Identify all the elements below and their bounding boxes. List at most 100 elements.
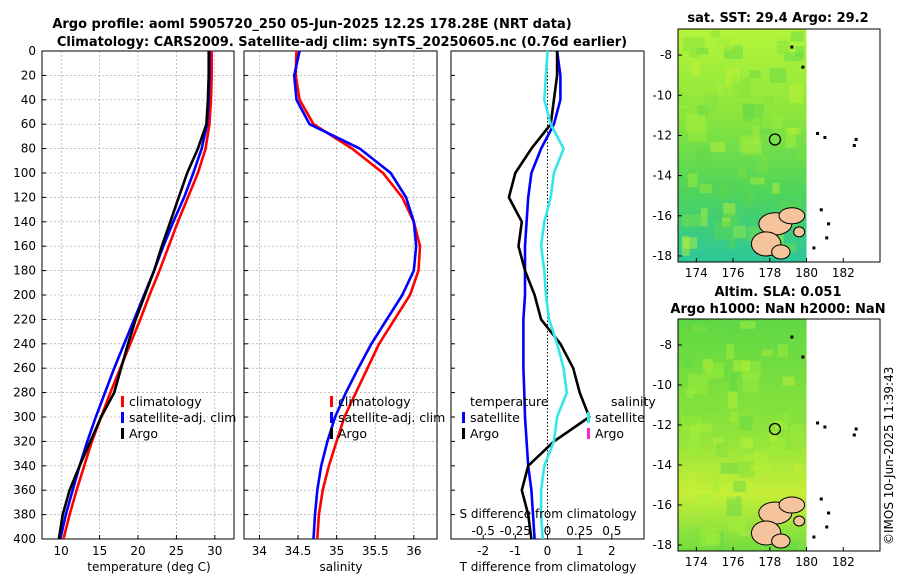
- temp-legend-sat: satellite-adj. clim: [129, 410, 236, 425]
- y-tick-label: 180: [13, 264, 36, 278]
- map-cell: [785, 437, 793, 450]
- map-cell: [743, 452, 760, 464]
- salinity-panel: 34 34.5 35 35.5 36: [243, 50, 438, 558]
- map-x-tick-label: 178: [758, 555, 781, 569]
- map-cell: [690, 427, 699, 440]
- diff-legend: temperature salinity satellite Argo sate…: [462, 394, 656, 441]
- map-cell: [716, 514, 726, 526]
- map-cell: [733, 481, 747, 493]
- map-cell: [710, 141, 726, 152]
- map-y-tick-label: -16: [652, 209, 672, 223]
- sst-title: sat. SST: 29.4 Argo: 29.2: [687, 11, 868, 26]
- reef-mark: [812, 535, 816, 539]
- x-tick-label: 1: [576, 544, 584, 558]
- map-cell: [720, 462, 739, 474]
- map-cell: [726, 38, 734, 47]
- map-cell: [774, 228, 784, 245]
- map-cell: [701, 208, 708, 227]
- map-cell: [738, 135, 760, 152]
- map-cell: [795, 152, 805, 162]
- map-cell: [733, 225, 747, 239]
- reef-mark: [852, 433, 856, 437]
- map-cell: [706, 362, 725, 379]
- map-cell: [679, 96, 690, 109]
- map-cell: [754, 451, 769, 471]
- y-tick-label: 400: [13, 532, 36, 546]
- y-tick-label: 280: [13, 386, 36, 400]
- map-cell: [702, 368, 725, 375]
- map-cell: [683, 37, 705, 52]
- series-line-climatology: [62, 51, 213, 540]
- land-island: [793, 226, 806, 238]
- map-cell: [712, 475, 720, 494]
- sla-map-panel: 174 176 178 180 182 -8 -10 -12 -14 -16 -18: [652, 318, 881, 569]
- y-tick-label: 80: [21, 142, 36, 156]
- argo-location-marker: [768, 133, 782, 146]
- map-cell: [688, 526, 702, 539]
- map-cell: [687, 374, 708, 394]
- top-tick-label: 0.25: [566, 524, 593, 538]
- map-cell: [739, 530, 754, 537]
- map-cell: [742, 104, 764, 118]
- map-cell: [736, 378, 756, 388]
- series-line-temperature-argo: [507, 51, 591, 540]
- map-cell: [774, 333, 787, 352]
- map-cell: [756, 155, 768, 174]
- map-cell: [725, 322, 738, 342]
- map-cell: [728, 521, 746, 533]
- map-cell: [688, 436, 701, 455]
- y-tick-label: 20: [21, 68, 36, 82]
- y-tick-label: 40: [21, 93, 36, 107]
- map-cell: [775, 420, 788, 429]
- map-cell: [744, 447, 754, 455]
- map-cell: [776, 41, 790, 55]
- reef-mark: [812, 246, 816, 250]
- x-tick-label: -1: [509, 544, 521, 558]
- map-cell: [778, 134, 790, 148]
- map-cell: [700, 527, 721, 547]
- map-cell: [740, 437, 753, 450]
- y-tick-label: 200: [13, 288, 36, 302]
- map-cell: [726, 344, 734, 360]
- map-y-tick-label: -8: [660, 338, 672, 352]
- reef-mark: [819, 497, 823, 501]
- difference-panel: -2 -1 0 1 2 -0.5 -0.25 0 0.25 0.5: [450, 50, 645, 558]
- y-tick-label: 0: [28, 44, 36, 58]
- map-cell: [723, 45, 743, 59]
- y-tick-label: 380: [13, 508, 36, 522]
- y-tick-label: 300: [13, 410, 36, 424]
- map-y-tick-label: -12: [652, 128, 672, 142]
- p-diff-frame: [450, 50, 645, 540]
- argo-location-marker: [768, 422, 782, 436]
- x-tick-label: 35.5: [362, 544, 389, 558]
- reef-mark: [852, 144, 856, 147]
- map-y-tick-label: -14: [652, 458, 672, 472]
- y-tick-label: 260: [13, 361, 36, 375]
- y-tick-label: 340: [13, 459, 36, 473]
- map-cell: [688, 124, 707, 142]
- y-tick-label: 140: [13, 215, 36, 229]
- reef-mark: [823, 425, 827, 429]
- map-x-tick-label: 174: [685, 266, 708, 280]
- top-tick-label: 0.5: [602, 524, 621, 538]
- temp-legend-clim-swatch: [121, 396, 124, 407]
- top-tick-label: -0.5: [471, 524, 494, 538]
- x-tick-label: 36: [406, 544, 421, 558]
- map-cell: [746, 188, 755, 207]
- map-cell: [794, 463, 803, 476]
- map-cell: [752, 125, 760, 144]
- land-island: [771, 244, 791, 260]
- map-cell: [729, 238, 736, 249]
- map-cell: [782, 376, 795, 386]
- temp-legend-argo: Argo: [129, 426, 158, 441]
- map-cell: [713, 438, 724, 445]
- sal-legend-argo-swatch: [330, 428, 333, 439]
- diff-legend-temp-argo: Argo: [470, 426, 499, 441]
- map-cell: [785, 128, 796, 148]
- map-cell: [760, 114, 773, 135]
- map-cell: [703, 359, 713, 375]
- map-cell: [710, 30, 720, 38]
- map-cell: [722, 488, 736, 500]
- reef-mark: [801, 355, 805, 359]
- map-y-tick-label: -18: [652, 249, 672, 263]
